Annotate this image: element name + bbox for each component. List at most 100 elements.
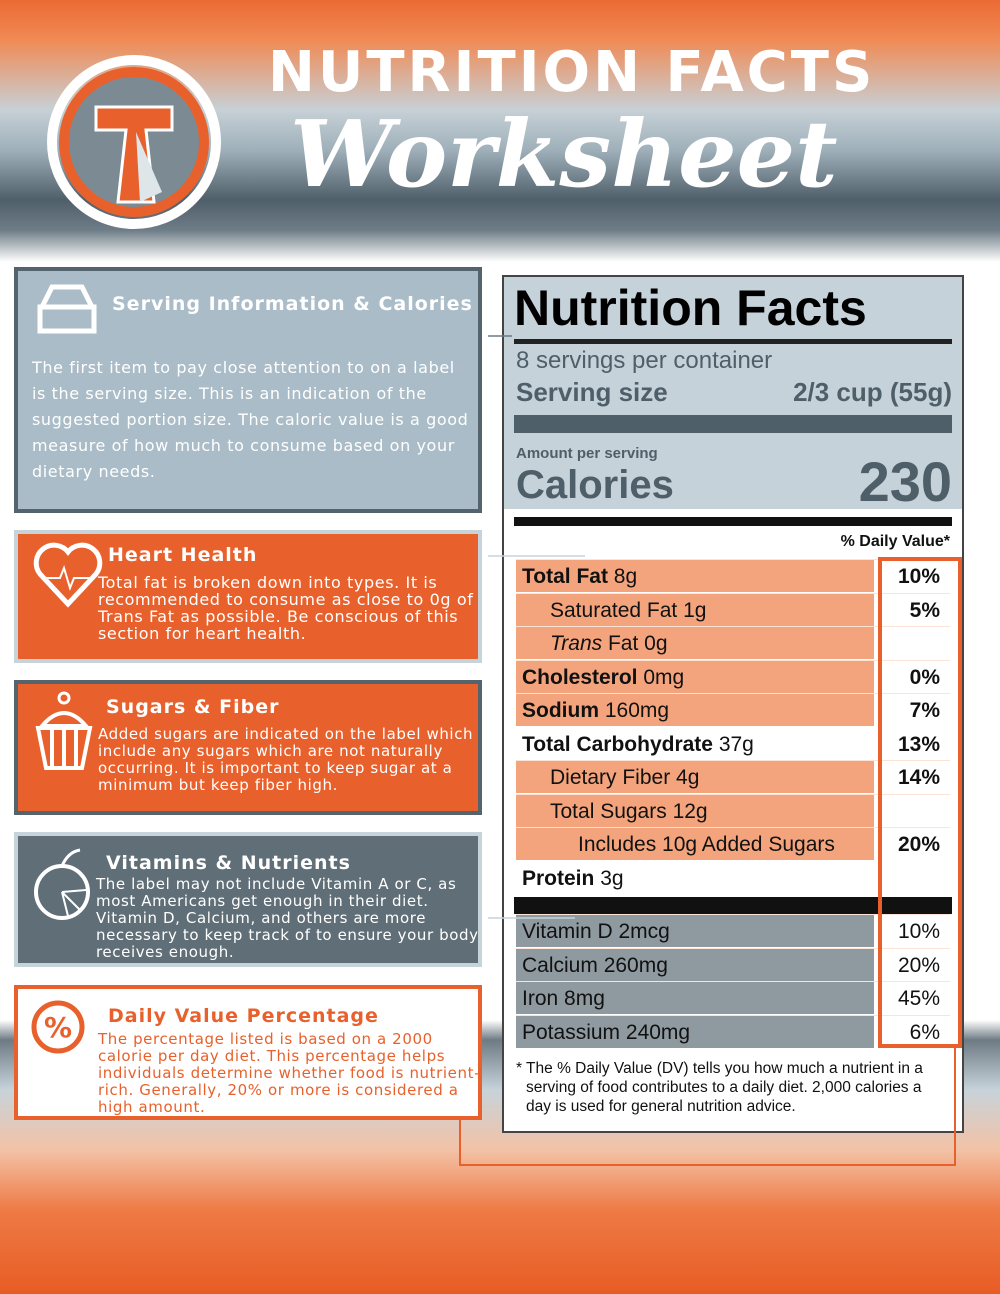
nutrient-dv: 10% xyxy=(897,565,940,588)
nutrient-amount: 0mg xyxy=(643,665,685,689)
nutrient-name: Total Sugars xyxy=(550,799,667,823)
dv-cell: 20% xyxy=(874,948,950,982)
nutrient-dv: 45% xyxy=(897,987,940,1010)
dv-header: % Daily Value* xyxy=(840,533,950,550)
section-text: The percentage listed is based on a 2000… xyxy=(98,1030,481,1116)
dv-cell: 10% xyxy=(874,915,950,948)
nutrient-amount: Fat 0g xyxy=(607,632,668,655)
logo xyxy=(47,55,221,229)
serving-size-value: 2/3 cup (55g) xyxy=(793,377,952,407)
nutrient-amount: 160mg xyxy=(604,699,670,722)
nutrient-dv: 6% xyxy=(909,1020,940,1044)
nutrient-dv: 7% xyxy=(909,699,940,722)
nutrient-name: Sodium xyxy=(522,699,599,722)
dv-cell xyxy=(874,861,950,895)
rule xyxy=(514,339,952,344)
section-box: Serving Information & Calories The first… xyxy=(14,267,482,513)
rule xyxy=(514,897,952,914)
dv-cell: 45% xyxy=(874,982,950,1015)
section-title: Vitamins & Nutrients xyxy=(106,852,351,874)
nutrient-row: Protein 3g xyxy=(516,860,950,895)
nutrient-amount: 2mcg xyxy=(618,920,670,943)
nutrient-dv: 5% xyxy=(909,598,940,622)
dv-cell: 20% xyxy=(874,828,950,861)
nutrient-line: Saturated Fat 1g xyxy=(550,599,706,623)
dv-cell xyxy=(874,794,950,828)
label-top-bg xyxy=(504,277,962,509)
nutrient-amount: 3g xyxy=(600,866,624,890)
nutrient-name: Cholesterol xyxy=(522,665,638,689)
icon-cupcake xyxy=(35,691,93,770)
nutrient-dv: 13% xyxy=(897,732,940,756)
nutrient-dv: 20% xyxy=(897,953,940,977)
section-text: Added sugars are indicated on the label … xyxy=(98,725,474,794)
nutrient-name: Vitamin D xyxy=(522,920,613,943)
section-box: % Daily Value Percentage The percentage … xyxy=(14,985,482,1120)
label-title: Nutrition Facts xyxy=(514,280,867,336)
calories-label: Calories xyxy=(516,463,674,507)
calories-value: 230 xyxy=(858,450,952,513)
nutrient-amount: 240mg xyxy=(625,1020,691,1044)
nutrient-row: Potassium 240mg 6% xyxy=(516,1014,950,1049)
dv-cell: 7% xyxy=(874,694,950,727)
section-title: Serving Information & Calories xyxy=(112,293,473,315)
icon-heart xyxy=(33,542,103,608)
dv-cell: 10% xyxy=(874,560,950,593)
dv-cell: 13% xyxy=(874,727,950,761)
section-box: Vitamins & Nutrients The label may not i… xyxy=(14,832,482,967)
nutrient-line: Vitamin D 2mcg xyxy=(522,920,670,944)
rule xyxy=(514,415,952,433)
nutrient-line: Protein 3g xyxy=(522,867,624,891)
amount-per-serving: Amount per serving xyxy=(516,445,658,462)
nutrient-name: Iron xyxy=(522,987,559,1010)
nutrient-line: Total Carbohydrate 37g xyxy=(522,733,754,757)
nutrient-line: Sodium 160mg xyxy=(522,699,669,723)
section-title: Daily Value Percentage xyxy=(108,1005,379,1027)
rule xyxy=(514,517,952,526)
dv-highlight xyxy=(878,557,962,1048)
nutrient-row: Total Carbohydrate 37g 13% xyxy=(516,726,950,761)
header-subtitle: Worksheet xyxy=(290,100,838,208)
section-box: Sugars & Fiber Added sugars are indicate… xyxy=(14,680,482,815)
nutrient-name: Saturated Fat xyxy=(550,598,678,622)
dv-cell: 5% xyxy=(874,593,950,627)
nutrient-name: Potassium xyxy=(522,1020,621,1044)
nutrient-row: Calcium 260mg 20% xyxy=(516,947,950,982)
nutrient-amount: 4g xyxy=(676,766,700,789)
nutrient-name: Trans xyxy=(550,632,603,655)
nutrient-line: Dietary Fiber 4g xyxy=(550,766,699,790)
nutrient-line: Total Sugars 12g xyxy=(550,800,708,824)
section-title: Heart Health xyxy=(108,544,258,566)
section-text: The label may not include Vitamin A or C… xyxy=(96,875,479,961)
nutrient-row: Total Fat 8g 10% xyxy=(516,559,950,593)
nutrient-row: Saturated Fat 1g 5% xyxy=(516,592,950,627)
icon-orange xyxy=(34,848,90,920)
servings: 8 servings per container xyxy=(516,347,773,374)
dv-cell xyxy=(874,627,950,660)
dv-cell: 14% xyxy=(874,761,950,794)
icon-percent: % xyxy=(31,1000,85,1054)
nutrient-dv: 14% xyxy=(897,766,940,789)
nutrient-dv: 0% xyxy=(909,665,940,689)
nutrient-name: Calcium xyxy=(522,953,598,977)
nutrient-row: Trans Fat 0g xyxy=(516,626,950,660)
nutrient-amount: 1g xyxy=(683,598,707,622)
nutrient-name: Total Fat xyxy=(522,565,608,588)
section-title: Sugars & Fiber xyxy=(106,696,280,718)
nutrient-row: Iron 8mg 45% xyxy=(516,981,950,1015)
nutrient-dv: 10% xyxy=(897,920,940,943)
nutrient-line: Trans Fat 0g xyxy=(550,632,668,656)
nutrient-row: Includes 10g Added Sugars 20% xyxy=(516,827,950,861)
nutrient-line: Includes 10g Added Sugars xyxy=(578,833,835,857)
header-title: NUTRITION FACTS xyxy=(268,40,876,105)
nutrition-label: Nutrition Facts 8 servings per container… xyxy=(502,275,964,1133)
nutrient-line: Total Fat 8g xyxy=(522,565,637,589)
dv-cell: 0% xyxy=(874,660,950,694)
nutrient-line: Potassium 240mg xyxy=(522,1021,690,1045)
nutrient-row: Total Sugars 12g xyxy=(516,793,950,828)
icon-container xyxy=(37,284,97,334)
nutrient-line: Iron 8mg xyxy=(522,987,605,1011)
footnote: * The % Daily Value (DV) tells you how m… xyxy=(516,1060,923,1115)
nutrient-amount: 260mg xyxy=(603,953,668,977)
